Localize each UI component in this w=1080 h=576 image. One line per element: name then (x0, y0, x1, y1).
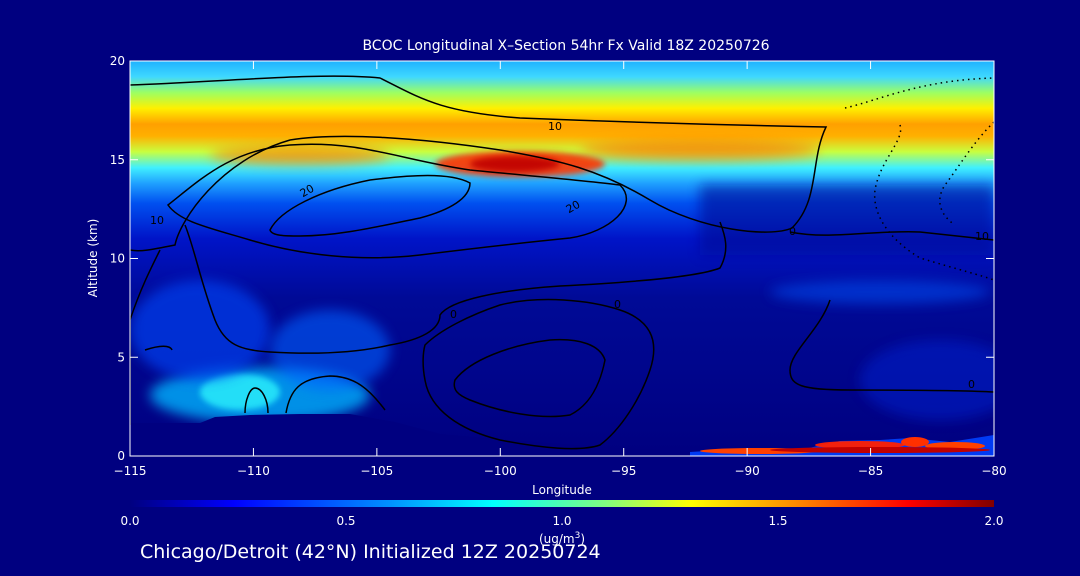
contour-20-inner (269, 174, 471, 237)
contour-10-west (184, 221, 727, 354)
colorbar-tick-label: 2.0 (984, 514, 1003, 528)
contour-0-east (789, 230, 994, 393)
y-tick-label: 5 (117, 350, 125, 364)
x-axis-label: Longitude (532, 483, 592, 497)
x-tick-label: −105 (360, 464, 393, 478)
concentration-fill (130, 61, 994, 456)
contour-negative-2 (873, 124, 994, 281)
units-superscript: 3 (575, 531, 581, 541)
x-tick-label: −115 (114, 464, 147, 478)
contour-label: 0 (968, 378, 975, 391)
x-axis-ticks: −115 −110 −105 −100 −95 −90 −85 −80 (114, 61, 1007, 478)
y-tick-label: 20 (110, 54, 125, 68)
x-tick-label: −95 (611, 464, 636, 478)
colorbar-tick-label: 0.0 (120, 514, 139, 528)
chart-title: BCOC Longitudinal X–Section 54hr Fx Vali… (362, 38, 769, 54)
x-tick-label: −90 (734, 464, 759, 478)
contour-label: 10 (548, 120, 562, 133)
contour-0-west (130, 249, 386, 425)
contour-label: 20 (298, 182, 317, 200)
contour-0-lower (422, 298, 655, 450)
units-suffix: ) (580, 532, 585, 546)
x-tick-label: −85 (858, 464, 883, 478)
colorbar-tick-label: 1.5 (768, 514, 787, 528)
colorbar-tick-label: 1.0 (552, 514, 571, 528)
colorbar-tick-label: 0.5 (336, 514, 355, 528)
footer-caption: Chicago/Detroit (42°N) Initialized 12Z 2… (140, 541, 601, 563)
x-tick-label: −110 (237, 464, 270, 478)
contour-label: 0 (450, 308, 457, 321)
contour-labels: 10 20 20 10 0 0 0 0 10 (150, 120, 989, 391)
contour-label: 0 (789, 225, 796, 238)
contour-dotted (844, 77, 994, 281)
contour-20-outer (166, 143, 627, 259)
contour-lines (130, 75, 994, 450)
contour-label: 20 (564, 198, 583, 216)
colorbar-ticks: 0.0 0.5 1.0 1.5 2.0 (120, 514, 1003, 528)
y-tick-label: 0 (117, 449, 125, 463)
x-tick-label: −80 (981, 464, 1006, 478)
y-axis-label: Altitude (km) (86, 219, 100, 298)
contour-label: 0 (614, 298, 621, 311)
contour-label: 10 (150, 214, 164, 227)
contour-negative-3 (939, 121, 994, 226)
colorbar (130, 500, 994, 507)
y-tick-label: 15 (110, 153, 125, 167)
y-axis-ticks: 0 5 10 15 20 (110, 54, 994, 463)
x-tick-label: −100 (484, 464, 517, 478)
units-prefix: (ug/m (539, 532, 575, 546)
colorbar-units: (ug/m3) (539, 531, 585, 546)
contour-0-inner (453, 338, 606, 418)
y-tick-label: 10 (110, 252, 125, 266)
contour-label: 10 (975, 230, 989, 243)
